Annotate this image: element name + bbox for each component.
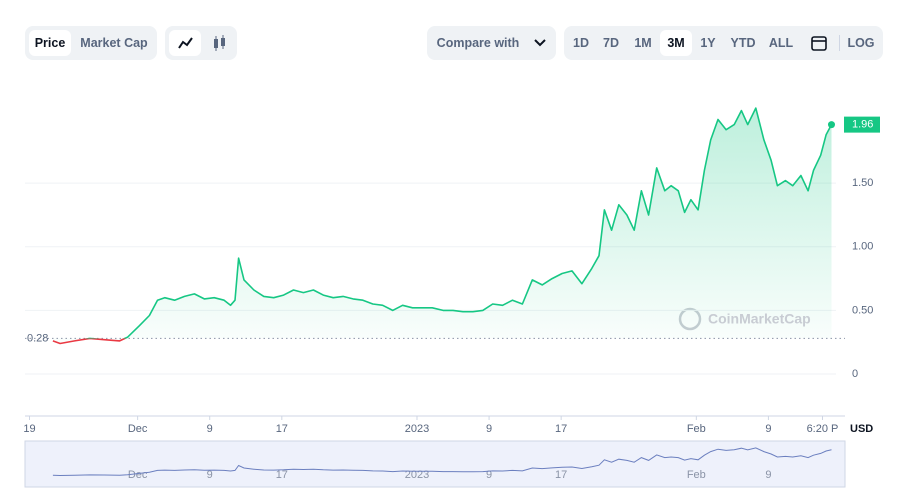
compare-label: Compare with xyxy=(436,36,520,50)
navigator-label: 9 xyxy=(207,469,213,481)
watermark-logo xyxy=(678,307,702,331)
calendar-icon[interactable] xyxy=(810,34,828,52)
navigator-label: 2023 xyxy=(405,469,429,481)
navigator-label: Dec xyxy=(128,469,148,481)
range-button[interactable]: YTD xyxy=(730,36,756,50)
navigator-label: 17 xyxy=(555,469,567,481)
line-icon xyxy=(178,37,193,49)
price-tag xyxy=(844,116,880,133)
candle-type-button[interactable] xyxy=(203,30,235,56)
range-button[interactable]: ALL xyxy=(768,36,794,50)
navigator-label: 17 xyxy=(276,469,288,481)
x-tick-label: 19 xyxy=(23,423,35,435)
x-tick-label: Feb xyxy=(687,423,706,435)
range-button[interactable]: 1D xyxy=(573,36,589,50)
log-button[interactable]: LOG xyxy=(847,36,875,50)
range-button[interactable]: 1Y xyxy=(700,36,716,50)
x-tick-label: 9 xyxy=(207,423,213,435)
chart-type-group xyxy=(165,26,237,60)
range-group: 1D 7D 1M 3M 1Y YTD ALL LOG xyxy=(564,26,883,60)
divider xyxy=(839,35,840,51)
navigator-label: 9 xyxy=(765,469,771,481)
price-line xyxy=(52,107,833,345)
tab[interactable]: Price xyxy=(29,30,71,56)
line-type-button[interactable] xyxy=(169,30,201,56)
range-button[interactable]: 1M xyxy=(634,36,652,50)
tab[interactable]: Market Cap xyxy=(80,36,148,50)
price-tag-label: 1.96 xyxy=(852,119,873,131)
x-tick-label: 9 xyxy=(765,423,771,435)
navigator-label: Feb xyxy=(687,469,706,481)
x-tick-label: 9 xyxy=(486,423,492,435)
y-tick-label: 0.50 xyxy=(852,304,873,316)
range-button[interactable]: 7D xyxy=(603,36,619,50)
x-tick-label: Dec xyxy=(128,423,148,435)
y-tick-label: 0 xyxy=(852,368,858,380)
reference-label: 0.28 xyxy=(27,332,48,344)
compare-dropdown[interactable]: Compare with xyxy=(427,26,556,60)
tab-group: Price Market Cap xyxy=(25,26,157,60)
x-tick-label: 2023 xyxy=(405,423,429,435)
candle-icon xyxy=(214,35,225,51)
watermark: CoinMarketCap xyxy=(708,311,811,327)
currency-label: USD xyxy=(850,423,873,435)
navigator-line xyxy=(52,447,832,477)
y-tick-label: 1.00 xyxy=(852,241,873,253)
last-point xyxy=(827,121,835,129)
navigator-label: 9 xyxy=(486,469,492,481)
range-button[interactable]: 3M xyxy=(660,30,692,56)
navigator[interactable] xyxy=(24,440,846,488)
x-tick-label: 17 xyxy=(276,423,288,435)
y-tick-label: 1.50 xyxy=(852,177,873,189)
x-tick-label: 17 xyxy=(555,423,567,435)
x-tick-label: 6:20 P xyxy=(807,423,839,435)
chevron xyxy=(534,39,546,47)
price-area xyxy=(52,108,832,344)
